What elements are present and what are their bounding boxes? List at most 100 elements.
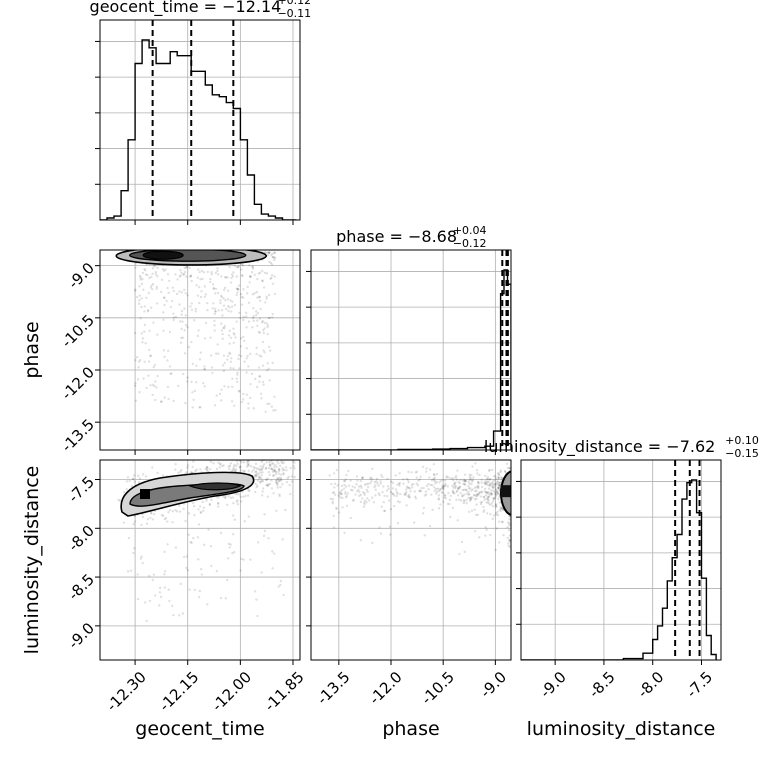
sample-point bbox=[433, 476, 437, 479]
sample-point bbox=[178, 510, 182, 513]
sample-point bbox=[449, 494, 452, 497]
sample-point bbox=[235, 275, 239, 278]
sample-point bbox=[254, 490, 257, 494]
sample-point bbox=[359, 500, 363, 504]
sample-point bbox=[202, 543, 206, 547]
sample-point bbox=[138, 302, 141, 305]
sample-point bbox=[286, 477, 289, 480]
sample-point bbox=[442, 486, 445, 489]
sample-point bbox=[427, 487, 430, 491]
sample-point bbox=[137, 481, 141, 484]
sample-point bbox=[247, 402, 250, 405]
sample-point bbox=[498, 481, 502, 484]
sample-point bbox=[467, 487, 471, 490]
sample-point bbox=[491, 517, 494, 521]
sample-point bbox=[488, 493, 492, 497]
sample-point bbox=[413, 495, 417, 498]
sample-point bbox=[458, 485, 462, 488]
summary-title-main: phase = −8.68 bbox=[336, 227, 457, 246]
sample-point bbox=[438, 488, 442, 491]
sample-point bbox=[442, 491, 445, 494]
sample-point bbox=[220, 294, 223, 297]
sample-point bbox=[500, 478, 503, 481]
sample-point bbox=[160, 513, 164, 517]
sample-point bbox=[224, 454, 226, 456]
sample-point bbox=[262, 286, 266, 289]
sample-point bbox=[473, 494, 477, 497]
sample-point bbox=[501, 520, 504, 523]
sample-point bbox=[272, 552, 276, 555]
sample-point bbox=[212, 462, 215, 465]
sample-point bbox=[262, 331, 266, 335]
sample-point bbox=[231, 300, 234, 303]
sample-point bbox=[187, 345, 190, 349]
sample-point bbox=[211, 283, 215, 286]
sample-point bbox=[462, 493, 466, 496]
sample-point bbox=[263, 452, 265, 454]
sample-point bbox=[451, 506, 455, 510]
sample-point bbox=[508, 467, 511, 470]
sample-point bbox=[215, 451, 217, 453]
sample-point bbox=[357, 485, 361, 488]
sample-point bbox=[213, 319, 216, 322]
sample-point bbox=[148, 574, 151, 578]
sample-point bbox=[211, 307, 214, 310]
sample-point bbox=[485, 497, 488, 500]
sample-point bbox=[139, 317, 142, 320]
sample-point bbox=[229, 281, 233, 284]
sample-point bbox=[193, 588, 197, 592]
sample-point bbox=[443, 494, 447, 498]
sample-point bbox=[457, 487, 461, 490]
sample-point bbox=[495, 493, 498, 496]
sample-point bbox=[478, 491, 481, 495]
panel-frame bbox=[310, 459, 512, 661]
sample-point bbox=[143, 601, 147, 604]
sample-point bbox=[183, 328, 186, 332]
sample-point bbox=[181, 336, 185, 339]
sample-point bbox=[470, 482, 473, 486]
sample-point bbox=[190, 308, 194, 312]
sample-point bbox=[416, 484, 420, 487]
sample-point bbox=[495, 511, 498, 515]
sample-point bbox=[359, 538, 363, 542]
sample-point bbox=[342, 487, 346, 490]
sample-point bbox=[232, 341, 235, 345]
sample-point bbox=[380, 473, 383, 477]
sample-point bbox=[268, 473, 271, 477]
sample-point bbox=[363, 503, 366, 506]
sample-point bbox=[433, 486, 436, 489]
sample-point bbox=[182, 555, 186, 559]
sample-point bbox=[233, 518, 237, 521]
sample-point bbox=[454, 481, 457, 484]
panel-frame bbox=[99, 19, 301, 221]
sample-point bbox=[196, 294, 200, 297]
sample-point bbox=[437, 489, 441, 493]
sample-point bbox=[260, 571, 263, 574]
sample-point bbox=[498, 520, 501, 523]
sample-point bbox=[174, 546, 178, 549]
sample-point bbox=[149, 286, 153, 289]
sample-point bbox=[495, 488, 498, 492]
sample-point bbox=[460, 540, 464, 544]
sample-point bbox=[233, 463, 236, 467]
sample-point bbox=[151, 383, 155, 387]
sample-point bbox=[126, 570, 130, 573]
sample-point bbox=[162, 269, 166, 272]
summary-median: −7.62 bbox=[666, 437, 715, 456]
sample-point bbox=[339, 496, 342, 499]
sample-point bbox=[180, 327, 183, 331]
scatter-panel-phase-vs-luminosity_distance bbox=[306, 459, 512, 665]
sample-point bbox=[494, 484, 497, 488]
sample-point bbox=[255, 319, 259, 322]
sample-point bbox=[272, 492, 275, 495]
sample-point bbox=[349, 479, 352, 482]
sample-point bbox=[405, 491, 408, 494]
sample-point bbox=[472, 493, 476, 497]
sample-point bbox=[197, 268, 200, 271]
sample-point bbox=[488, 484, 492, 488]
sample-point bbox=[249, 558, 252, 561]
sample-point bbox=[268, 461, 271, 464]
sample-point bbox=[451, 490, 455, 494]
sample-point bbox=[490, 492, 493, 496]
sample-point bbox=[268, 379, 271, 382]
